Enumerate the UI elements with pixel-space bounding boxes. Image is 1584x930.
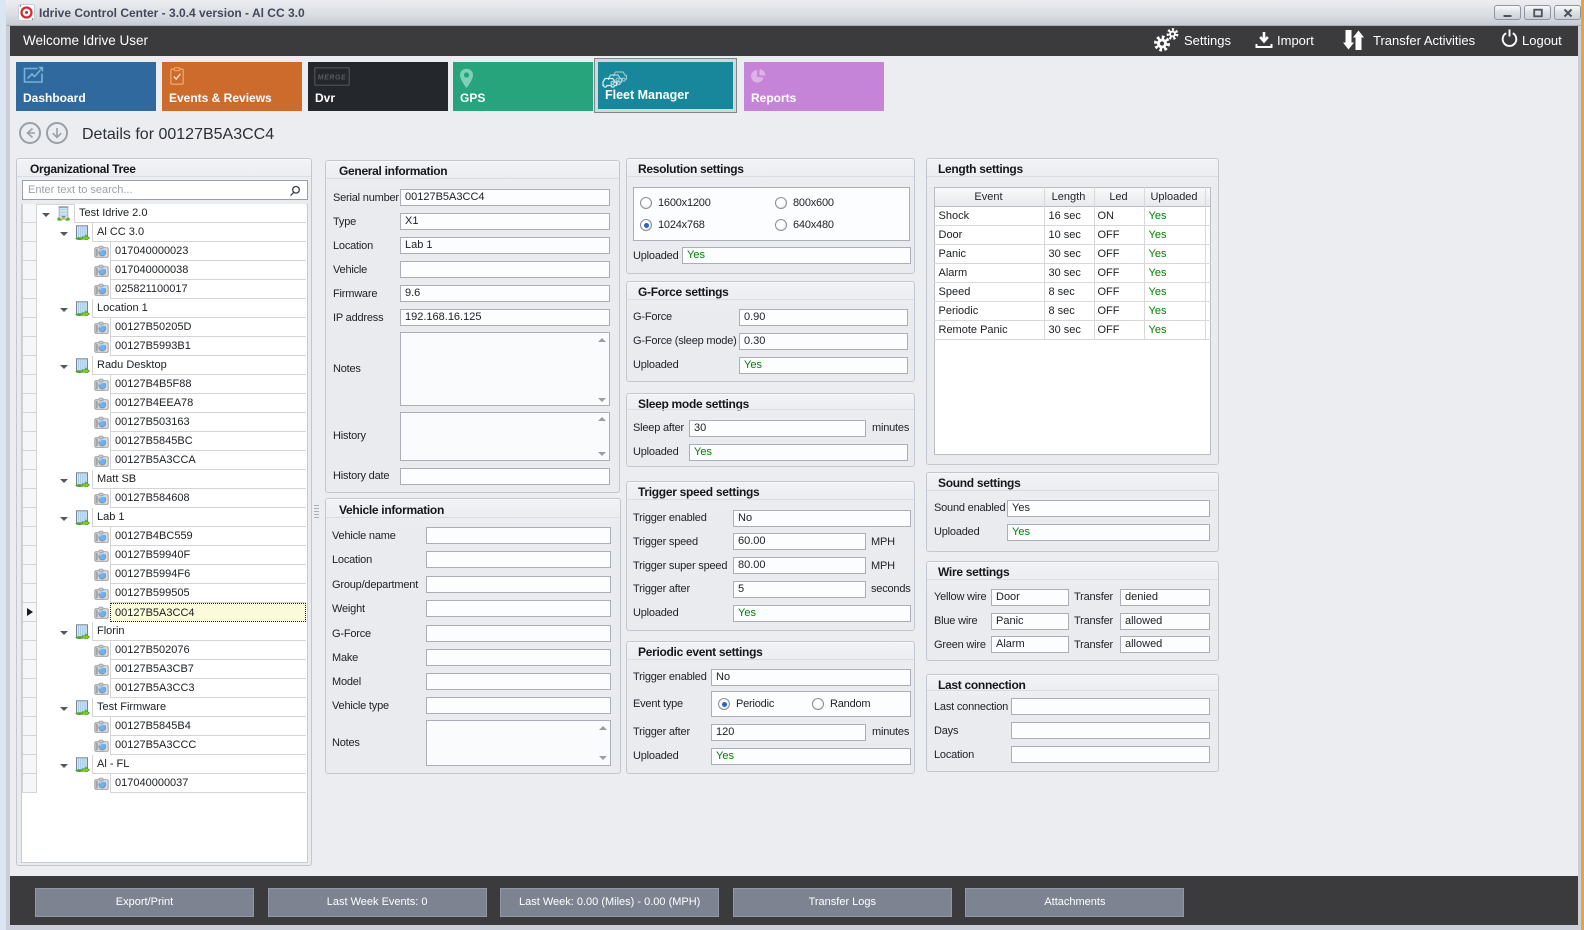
- svg-text:MERGE: MERGE: [318, 75, 347, 82]
